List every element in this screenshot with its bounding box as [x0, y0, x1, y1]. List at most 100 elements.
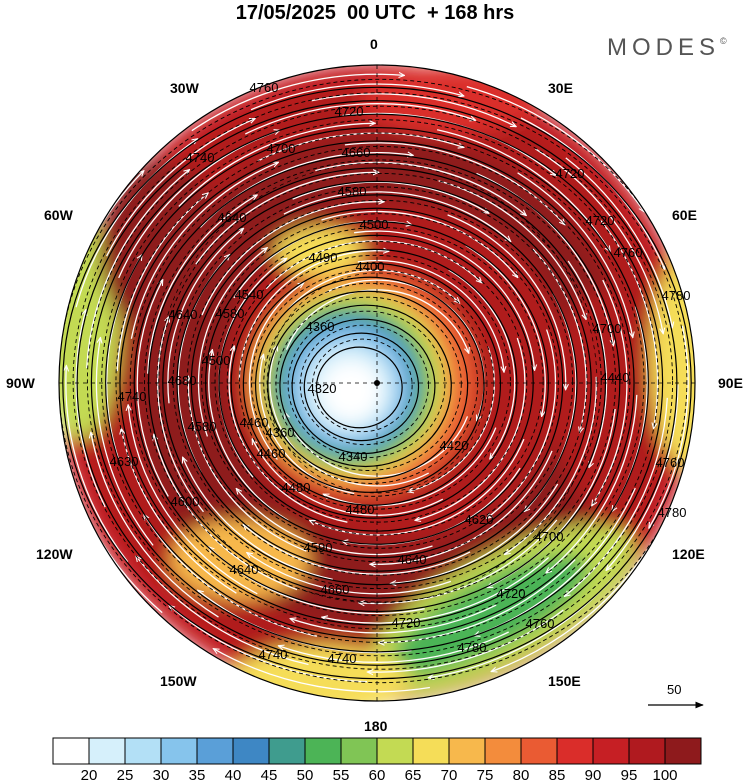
meridian-label-60e: 60E — [672, 207, 697, 223]
streamline — [75, 310, 106, 508]
height-contour — [119, 140, 635, 626]
streamline — [106, 119, 256, 257]
streamline — [228, 346, 348, 523]
streamline — [379, 559, 576, 643]
streamline — [357, 259, 504, 373]
colorbar-tick-label: 75 — [476, 767, 494, 784]
contour-label: 4580 — [338, 184, 367, 199]
colorbar-swatch — [52, 737, 90, 765]
contour-label: 4680 — [168, 373, 197, 388]
streamline — [359, 519, 558, 604]
streamline — [250, 83, 464, 111]
streamline — [649, 325, 689, 528]
streamline — [487, 329, 557, 519]
colorbar-swatch — [124, 737, 162, 765]
colorbar-tick-label: 95 — [620, 767, 638, 784]
colorbar-swatch — [232, 737, 270, 765]
colorbar-swatch — [268, 737, 306, 765]
dashed-contour — [312, 338, 413, 433]
meridian-label-150e: 150E — [548, 673, 581, 689]
map-boundary — [58, 64, 696, 702]
meridian-label-90e: 90E — [718, 375, 743, 391]
streamline — [247, 553, 452, 595]
contour-label: 4360 — [306, 319, 335, 334]
streamline — [532, 248, 587, 433]
streamline — [290, 604, 497, 634]
streamline — [565, 157, 673, 328]
streamline — [167, 228, 244, 404]
streamline — [390, 483, 559, 584]
meridian-label-180: 180 — [364, 718, 388, 734]
height-contour — [105, 127, 649, 639]
contour-label: 4760 — [526, 616, 555, 631]
streamline — [288, 269, 460, 310]
height-contour — [303, 332, 420, 442]
streamline — [447, 214, 566, 390]
streamline — [311, 93, 517, 128]
contour-label: 4720 — [586, 213, 615, 228]
streamline — [169, 605, 368, 683]
streamline — [354, 230, 534, 370]
dashed-contour — [287, 310, 446, 459]
meridian-label-60w: 60W — [44, 207, 73, 223]
copyright-mark: © — [720, 36, 727, 46]
colorbar — [52, 737, 702, 765]
streamline — [505, 376, 597, 555]
contour-label: 4580 — [216, 306, 245, 321]
dashed-contour — [158, 172, 602, 590]
contour-label: 4500 — [360, 217, 389, 232]
streamline — [130, 162, 278, 339]
streamline — [236, 488, 433, 556]
streamline — [95, 337, 154, 546]
meridian-label-120e: 120E — [672, 546, 705, 562]
colorbar-tick-label: 25 — [116, 767, 134, 784]
contour-label: 4590 — [304, 540, 333, 555]
dashed-contour — [86, 105, 674, 657]
dashed-contour — [72, 92, 688, 670]
colorbar-tick-label: 55 — [332, 767, 350, 784]
colorbar-swatch — [520, 737, 558, 765]
latitude-circle — [266, 272, 488, 494]
strong-wind-patch — [100, 160, 220, 340]
height-contour — [291, 318, 436, 455]
reference-vector-label: 50 — [667, 682, 682, 697]
colorbar-swatch — [592, 737, 630, 765]
streamline — [128, 405, 258, 595]
contour-label: 4660 — [321, 582, 350, 597]
meridian-label-120w: 120W — [36, 546, 73, 562]
height-contour — [254, 276, 485, 493]
contour-label: 4360 — [266, 425, 295, 440]
colorbar-swatch — [160, 737, 198, 765]
streamline — [292, 181, 489, 213]
contour-label: 4720 — [556, 166, 585, 181]
streamline — [157, 316, 205, 513]
streamline — [564, 397, 668, 597]
contour-label: 4640 — [398, 552, 427, 567]
meridian-label-150w: 150W — [160, 673, 197, 689]
streamline — [315, 161, 526, 215]
streamline — [322, 557, 550, 624]
contour-label: 4740 — [118, 389, 147, 404]
contour-label: 4630 — [110, 454, 139, 469]
streamline — [367, 609, 564, 672]
meridian-label-30w: 30W — [170, 80, 199, 96]
dashed-contour — [201, 213, 559, 549]
streamline — [245, 103, 475, 135]
colorbar-tick-label: 65 — [404, 767, 422, 784]
speed-band — [321, 361, 381, 421]
colorbar-swatch — [412, 737, 450, 765]
colorbar-swatch — [664, 737, 702, 765]
streamline — [208, 350, 289, 522]
colorbar-swatch — [196, 737, 234, 765]
height-contour — [242, 262, 502, 506]
colorbar-swatch — [88, 737, 126, 765]
streamline — [465, 244, 546, 417]
colorbar-swatch — [376, 737, 414, 765]
streamline — [592, 279, 628, 506]
height-contour — [230, 248, 518, 519]
streamline — [195, 172, 379, 265]
height-contour — [162, 180, 592, 586]
contour-label: 4700 — [593, 321, 622, 336]
contour-label: 4480 — [346, 502, 375, 517]
colorbar-swatch — [304, 737, 342, 765]
